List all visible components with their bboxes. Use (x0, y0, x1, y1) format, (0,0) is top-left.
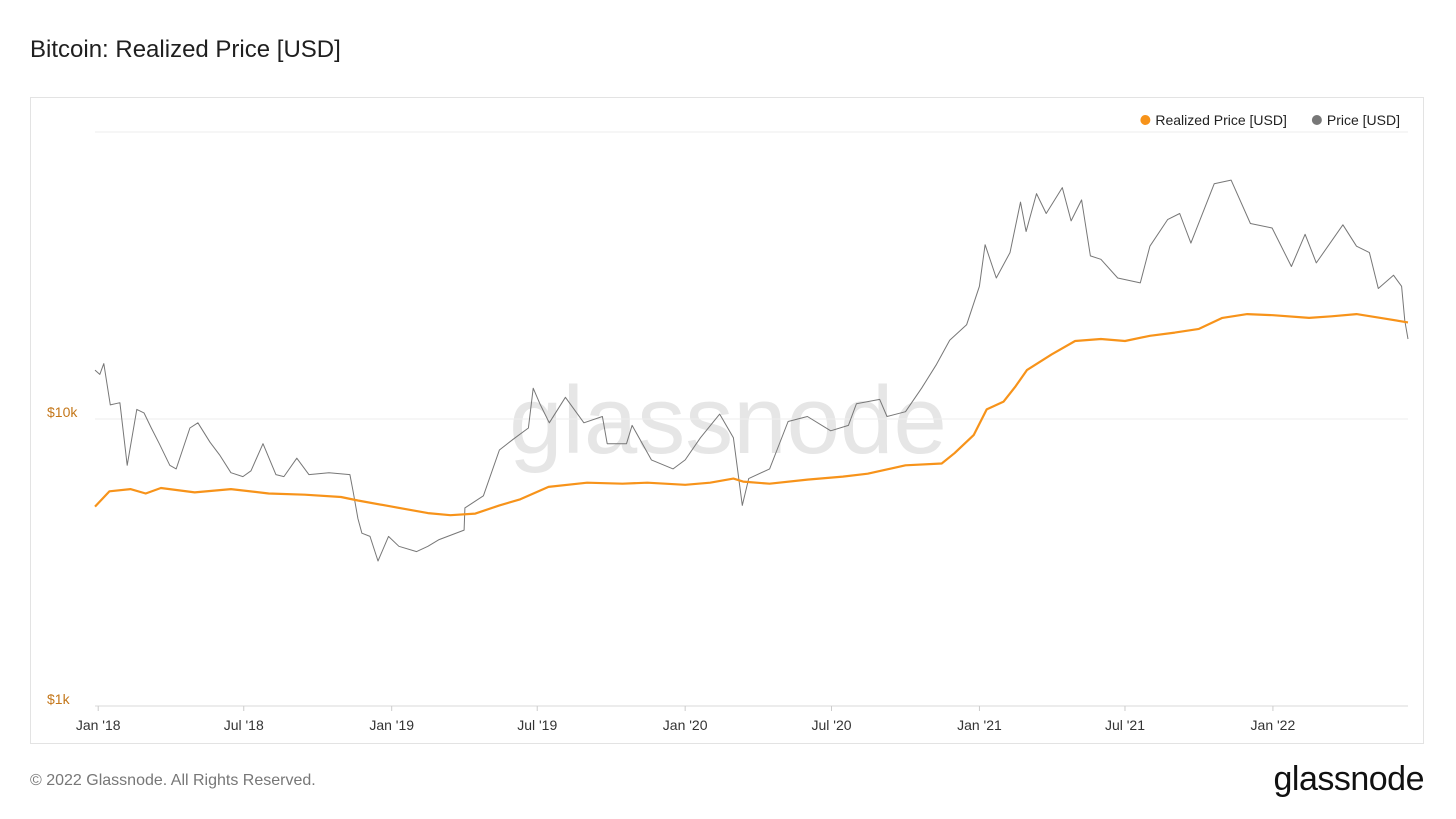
x-tick-label: Jan '22 (1251, 717, 1296, 733)
x-tick-label: Jan '20 (663, 717, 708, 733)
x-tick-label: Jul '20 (811, 717, 851, 733)
legend-label: Realized Price [USD] (1155, 112, 1287, 128)
series-lines (94, 179, 1409, 562)
x-tick-label: Jan '21 (957, 717, 1002, 733)
series-line-price (94, 179, 1409, 562)
glassnode-logo[interactable]: glassnode (1273, 760, 1424, 798)
x-tick-label: Jan '18 (76, 717, 121, 733)
x-tick-label: Jul '19 (517, 717, 557, 733)
y-axis: $1k $10k (47, 404, 78, 707)
legend-marker (1311, 115, 1322, 125)
x-tick-label: Jul '18 (224, 717, 264, 733)
x-axis: Jan '18 Jul '18 Jan '19 Jul '19 Jan '20 Jul '… (76, 706, 1296, 733)
series-line-realized-price (94, 313, 1409, 517)
x-tick-label: Jan '19 (369, 717, 414, 733)
watermark-text: glassnode (509, 367, 947, 474)
chart-svg: glassnode $1k$10k Jan '18 Jul '18 Jan '19 J… (47, 112, 1409, 733)
x-tick-label: Jul '21 (1105, 717, 1145, 733)
chart-frame: glassnode $1k $10k Jan '18 Jul '18 Jan '19 J… (30, 97, 1424, 744)
legend-label: Price [USD] (1327, 112, 1400, 128)
y-tick-label: $10k (47, 404, 78, 420)
page-title: Bitcoin: Realized Price [USD] (30, 36, 341, 63)
legend: Price [USD] Realized Price [USD] (1140, 112, 1400, 128)
grid (95, 131, 1408, 707)
y-tick-label: $1k (47, 691, 71, 707)
copyright-text: © 2022 Glassnode. All Rights Reserved. (30, 772, 316, 789)
legend-marker (1140, 115, 1151, 125)
